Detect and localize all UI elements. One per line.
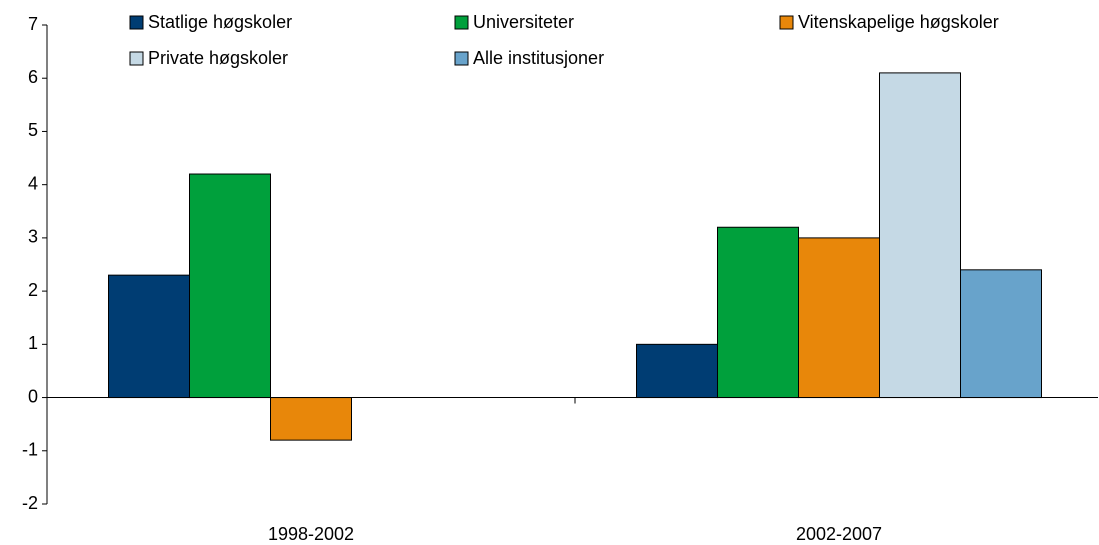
y-tick-label: 1 (28, 333, 38, 353)
bar (270, 397, 352, 441)
legend-swatch (129, 15, 144, 30)
legend-swatch (454, 15, 469, 30)
y-tick-label: 7 (28, 14, 38, 34)
y-tick-label: -2 (22, 493, 38, 513)
legend-swatch (454, 51, 469, 66)
y-tick-label: 2 (28, 280, 38, 300)
y-tick-label: 5 (28, 120, 38, 140)
y-tick-label: 0 (28, 386, 38, 406)
legend-label: Private høgskoler (148, 48, 288, 68)
legend-label: Universiteter (473, 12, 574, 32)
legend-label: Alle institusjoner (473, 48, 604, 68)
legend-label: Statlige høgskoler (148, 12, 292, 32)
bar (189, 173, 271, 399)
bar (108, 274, 190, 399)
y-tick-label: -1 (22, 440, 38, 460)
legend-swatch (779, 15, 794, 30)
x-tick-label: 1998-2002 (268, 524, 354, 544)
bar (960, 269, 1042, 399)
y-tick-label: 3 (28, 227, 38, 247)
y-tick-label: 4 (28, 173, 38, 193)
x-tick-label: 2002-2007 (796, 524, 882, 544)
bar (879, 72, 961, 399)
legend-swatch (129, 51, 144, 66)
bar (636, 343, 718, 399)
bar (798, 237, 880, 399)
y-tick-label: 6 (28, 67, 38, 87)
legend-label: Vitenskapelige høgskoler (798, 12, 999, 32)
bar (717, 226, 799, 399)
